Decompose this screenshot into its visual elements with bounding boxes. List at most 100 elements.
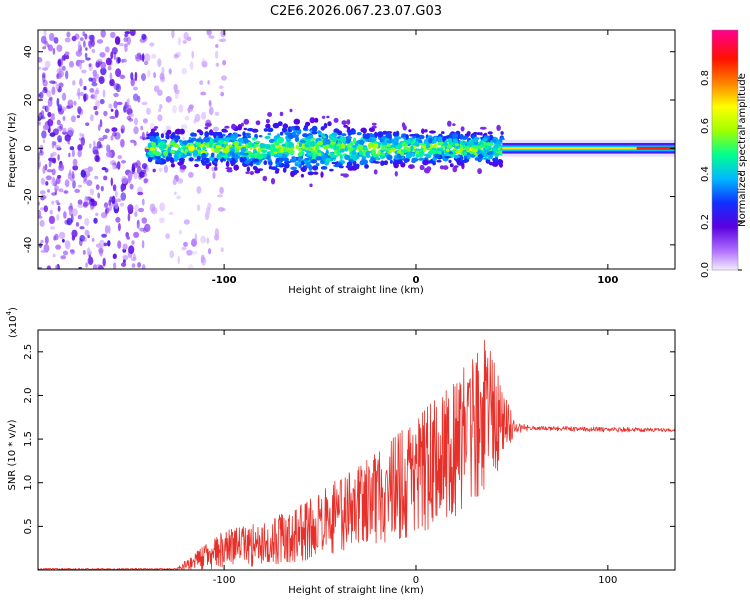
spectrogram-signal-blob xyxy=(321,115,326,119)
spectrogram-noise-blob xyxy=(56,214,60,221)
spectrogram-noise-blob xyxy=(51,86,56,96)
spectrogram-noise-blob xyxy=(59,231,66,239)
spectrogram-signal-blob xyxy=(270,178,276,185)
spectrogram-noise-blob xyxy=(38,150,44,156)
spectrogram-signal-blob xyxy=(375,155,379,161)
spectrogram-noise-blob xyxy=(47,44,54,52)
spectrogram-signal-blob xyxy=(425,144,431,149)
spectrogram-noise-blob xyxy=(141,198,145,206)
spectrogram-noise-blob xyxy=(138,207,145,213)
spectrogram-signal-blob xyxy=(243,152,249,156)
spectrogram-signal-blob xyxy=(206,143,210,149)
spectrogram-noise-blob xyxy=(221,207,226,212)
spectrogram-noise-blob xyxy=(57,58,63,67)
spectrogram-noise-blob xyxy=(71,35,77,42)
spectrogram-noise-blob xyxy=(146,107,151,115)
spectrogram-noise-blob xyxy=(133,172,138,180)
spectrogram-signal-blob xyxy=(344,146,349,152)
spectrogram-noise-blob xyxy=(110,177,114,187)
spectrogram-signal-blob xyxy=(386,140,393,144)
spectrogram-signal-blob xyxy=(289,108,293,113)
spectrogram-noise-blob xyxy=(171,30,175,39)
spectrogram-signal-blob xyxy=(452,123,456,126)
spectrogram-noise-blob xyxy=(98,264,104,269)
spectrogram-signal-blob xyxy=(305,121,311,127)
spectrogram-noise-blob xyxy=(218,85,224,89)
spectrogram-signal-blob xyxy=(364,164,369,169)
spectrogram-noise-blob xyxy=(117,240,122,249)
spectrogram-noise-blob xyxy=(143,178,148,184)
spectrogram-noise-blob xyxy=(92,140,96,147)
spectrogram-noise-blob xyxy=(121,58,125,63)
spectrogram-signal-blob xyxy=(163,150,169,156)
spectrogram-noise-blob xyxy=(95,87,99,93)
spectrogram-noise-blob xyxy=(123,259,126,264)
spectrogram-noise-blob xyxy=(157,114,163,122)
snr-xtick-label: -100 xyxy=(213,575,236,586)
spectrogram-signal-blob xyxy=(478,158,482,162)
spectrogram-signal-blob xyxy=(323,122,328,129)
spectrogram-noise-blob xyxy=(137,191,144,196)
spectrogram-signal-blob xyxy=(405,134,409,140)
spectrogram-signal-blob xyxy=(147,156,153,163)
spectrogram-noise-blob xyxy=(186,249,193,256)
spectrogram-signal-blob xyxy=(357,144,364,151)
spectrogram-noise-blob xyxy=(103,175,108,181)
spectrogram-noise-blob xyxy=(65,55,70,60)
spectrogram-noise-blob xyxy=(214,234,220,241)
spectrogram-signal-blob xyxy=(179,164,187,170)
spectrogram-noise-blob xyxy=(89,40,93,45)
spectrogram-noise-blob xyxy=(122,255,129,261)
spectrogram-noise-blob xyxy=(49,209,53,215)
spectrogram-noise-blob xyxy=(45,105,50,113)
snr-ylabel: SNR (10 * v/v) xyxy=(7,419,18,490)
spectrogram-signal-blob xyxy=(320,171,324,178)
spectrogram-signal-blob xyxy=(251,128,259,133)
spectrogram-signal-blob xyxy=(449,163,454,168)
spectrogram-signal-blob xyxy=(249,160,254,167)
colorbar-gradient xyxy=(711,29,739,271)
spectrogram-noise-blob xyxy=(140,125,144,131)
spectrogram-signal-blob xyxy=(460,126,465,132)
spectrogram-signal-blob xyxy=(152,138,159,143)
spectrogram-signal-blob xyxy=(160,133,164,139)
spectrogram-signal-blob xyxy=(360,127,367,133)
spectrogram-signal-blob xyxy=(444,156,452,159)
spectrogram-signal-blob xyxy=(483,157,488,160)
spectrogram-ytick-label: 0 xyxy=(23,145,34,151)
colorbar-tick-label: 0.2 xyxy=(700,214,711,230)
spectrogram-noise-blob xyxy=(61,65,66,71)
spectrogram-signal-blob xyxy=(369,133,375,138)
spectrogram-signal-blob xyxy=(294,136,300,143)
spectrogram-noise-blob xyxy=(46,169,53,173)
snr-multiplier-exp: 4 xyxy=(5,310,13,315)
spectrogram-signal-blob xyxy=(309,140,316,147)
spectrogram-noise-blob xyxy=(120,128,124,134)
spectrogram-signal-blob xyxy=(460,162,465,167)
spectrogram-signal-blob xyxy=(463,151,467,156)
spectrogram-noise-blob xyxy=(181,246,187,251)
spectrogram-signal-blob xyxy=(203,136,210,143)
spectrogram-noise-blob xyxy=(159,104,163,109)
spectrogram-noise-blob xyxy=(107,225,111,234)
spectrogram-noise-blob xyxy=(83,168,90,172)
spectrogram-noise-blob xyxy=(79,226,85,230)
spectrogram-noise-blob xyxy=(126,36,131,46)
spectrogram-signal-blob xyxy=(371,151,376,155)
spectrogram-noise-blob xyxy=(51,168,56,176)
spectrogram-signal-blob xyxy=(380,146,385,151)
spectrogram-signal-blob xyxy=(268,160,273,166)
spectrogram-noise-blob xyxy=(153,85,160,93)
spectrogram-signal-blob xyxy=(250,153,254,157)
spectrogram-signal-blob xyxy=(288,149,295,155)
spectrogram-noise-blob xyxy=(133,141,137,146)
spectrogram-noise-blob xyxy=(75,222,80,227)
spectrogram-signal-blob xyxy=(202,146,207,151)
spectrogram-signal-blob xyxy=(315,145,320,151)
spectrogram-noise-blob xyxy=(214,111,220,116)
spectrogram-noise-blob xyxy=(149,203,156,212)
spectrogram-noise-blob xyxy=(163,165,168,173)
spectrogram-signal-blob xyxy=(325,158,332,163)
spectrogram-noise-blob xyxy=(71,235,76,241)
spectrogram-noise-blob xyxy=(38,57,43,63)
